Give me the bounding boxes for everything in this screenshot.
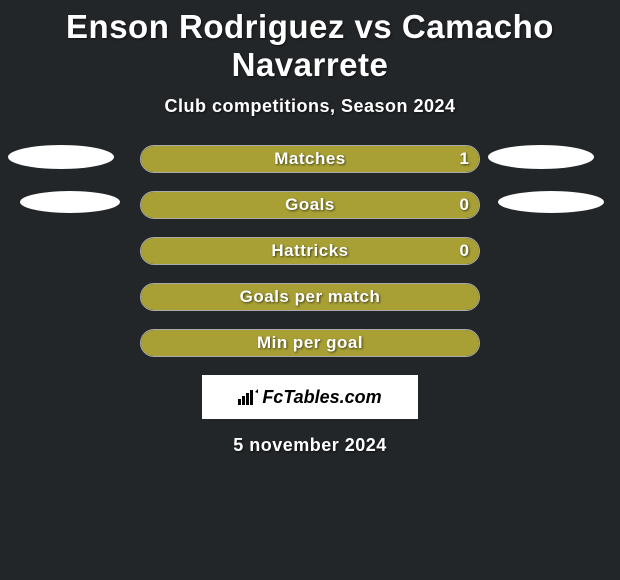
date-text: 5 november 2024	[0, 435, 620, 456]
stat-bar: Goals per match	[140, 283, 480, 311]
stat-label: Matches	[274, 149, 346, 169]
comparison-widget: Enson Rodriguez vs Camacho Navarrete Clu…	[0, 0, 620, 456]
player-ellipse	[488, 145, 594, 169]
stat-label: Hattricks	[271, 241, 348, 261]
stat-label: Min per goal	[257, 333, 363, 353]
player-ellipse	[8, 145, 114, 169]
player-ellipse	[20, 191, 120, 213]
stat-row: Min per goal	[0, 329, 620, 357]
stat-row: Hattricks 0	[0, 237, 620, 265]
stat-bar: Matches 1	[140, 145, 480, 173]
stat-bar: Goals 0	[140, 191, 480, 219]
logo-text: FcTables.com	[262, 387, 381, 408]
stats-area: Matches 1 Goals 0 Hattricks 0 Goals per match M…	[0, 145, 620, 357]
stat-label: Goals	[285, 195, 335, 215]
stat-label: Goals per match	[240, 287, 381, 307]
stat-row: Goals per match	[0, 283, 620, 311]
stat-value-right: 1	[460, 149, 469, 169]
stat-value-right: 0	[460, 241, 469, 261]
bars-icon	[238, 389, 258, 405]
stat-bar: Min per goal	[140, 329, 480, 357]
page-title: Enson Rodriguez vs Camacho Navarrete	[0, 8, 620, 84]
player-ellipse	[498, 191, 604, 213]
logo-box: FcTables.com	[202, 375, 418, 419]
stat-bar: Hattricks 0	[140, 237, 480, 265]
subtitle: Club competitions, Season 2024	[0, 96, 620, 117]
stat-fill-right	[310, 192, 479, 218]
logo: FcTables.com	[238, 387, 381, 408]
stat-value-right: 0	[460, 195, 469, 215]
